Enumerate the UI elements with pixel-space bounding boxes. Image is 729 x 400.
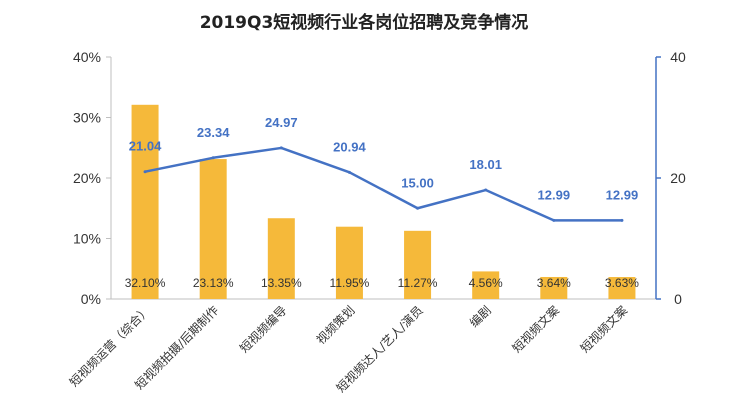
bar-value-label: 23.13% bbox=[193, 276, 234, 290]
line-value-label: 18.01 bbox=[469, 157, 502, 172]
chart-title: 2019Q3短视频行业各岗位招聘及竞争情况 bbox=[200, 12, 529, 33]
bar bbox=[199, 159, 227, 299]
bar-value-label: 3.63% bbox=[605, 276, 639, 290]
category-label: 短视频编导 bbox=[236, 303, 289, 356]
line-point bbox=[347, 170, 351, 174]
bar bbox=[608, 277, 636, 299]
left-tick-label: 10% bbox=[73, 231, 101, 247]
line-point bbox=[211, 156, 215, 160]
bar-value-label: 13.35% bbox=[261, 276, 302, 290]
category-label: 短视频文案 bbox=[577, 303, 630, 356]
line-point bbox=[279, 146, 283, 150]
bar-value-label: 3.64% bbox=[537, 276, 571, 290]
category-label: 视频策划 bbox=[313, 303, 358, 348]
bar bbox=[131, 104, 159, 299]
right-tick-label: 40 bbox=[670, 49, 686, 65]
line-value-label: 15.00 bbox=[401, 175, 434, 190]
series-line bbox=[144, 146, 622, 222]
line-value-label: 12.99 bbox=[606, 187, 639, 202]
bar bbox=[267, 218, 295, 299]
line-layer bbox=[143, 146, 624, 222]
line-value-label: 24.97 bbox=[265, 115, 298, 130]
axes: 0% 10% 20% 30% 40% 0 20 40 bbox=[73, 49, 686, 307]
line-value-label: 23.34 bbox=[197, 125, 230, 140]
line-point bbox=[416, 206, 420, 210]
line-value-label: 12.99 bbox=[538, 187, 571, 202]
bar-value-label: 11.95% bbox=[330, 276, 370, 290]
right-tick-label: 0 bbox=[674, 291, 682, 307]
line-point bbox=[143, 170, 147, 174]
bars bbox=[131, 104, 636, 299]
bar-value-label: 11.27% bbox=[398, 276, 438, 290]
left-tick-label: 0% bbox=[81, 291, 101, 307]
bar-value-label: 32.10% bbox=[125, 276, 166, 290]
bar bbox=[540, 276, 568, 299]
line-point bbox=[620, 218, 624, 222]
category-label: 短视频文案 bbox=[509, 303, 562, 356]
bar bbox=[472, 271, 500, 299]
line-point bbox=[484, 188, 488, 192]
right-tick-label: 20 bbox=[670, 170, 686, 186]
left-tick-label: 20% bbox=[73, 170, 101, 186]
left-tick-label: 30% bbox=[73, 110, 101, 126]
bar-value-label: 4.56% bbox=[469, 276, 503, 290]
bar bbox=[335, 226, 363, 299]
left-tick-label: 40% bbox=[73, 49, 101, 65]
bar bbox=[404, 230, 432, 299]
line-value-label: 21.04 bbox=[129, 139, 162, 154]
line-value-label: 20.94 bbox=[333, 139, 366, 154]
line-point bbox=[552, 218, 556, 222]
category-label: 编剧 bbox=[466, 303, 494, 331]
